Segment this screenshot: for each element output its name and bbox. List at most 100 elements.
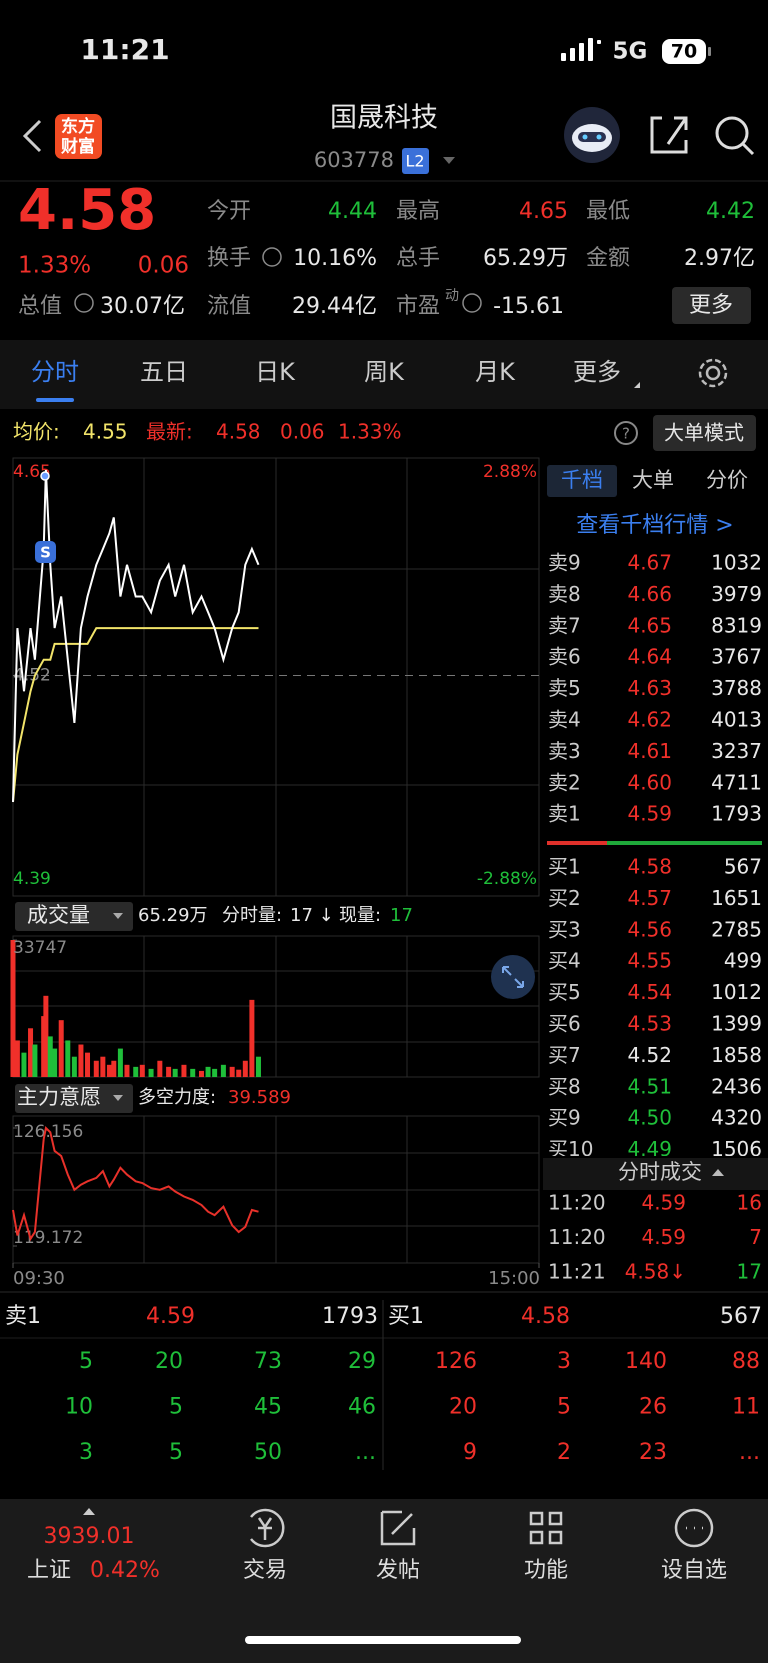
book-volume: 1793 — [711, 802, 762, 826]
volume-bar — [14, 1040, 20, 1077]
book-volume: 4320 — [711, 1106, 762, 1130]
book-volume: 3767 — [711, 645, 762, 669]
nav-icon[interactable] — [529, 1511, 563, 1545]
panel-cell: 126 — [435, 1349, 477, 1374]
book-price: 4.64 — [627, 645, 672, 669]
avg-label: 均价: — [13, 420, 60, 444]
panel-cell: ... — [739, 1440, 760, 1465]
panel-cell: 11 — [732, 1395, 760, 1420]
book-volume: 4013 — [711, 708, 762, 732]
volume-bar — [100, 1056, 106, 1077]
trade-price: 4.58↓ — [625, 1260, 686, 1284]
tab[interactable]: 分时 — [31, 358, 79, 386]
pct-label: -2.88% — [477, 869, 537, 889]
trade-volume: 7 — [749, 1225, 762, 1249]
book-tab[interactable]: 大单 — [632, 468, 674, 492]
volume-bar — [10, 940, 16, 1077]
settings-icon[interactable] — [698, 358, 728, 388]
field-label: 今开 — [207, 199, 251, 224]
mode-button[interactable] — [653, 415, 756, 451]
panel-cell: 26 — [639, 1395, 667, 1420]
more-button[interactable] — [672, 287, 751, 324]
volume-bar — [255, 1056, 261, 1077]
strength-label: 多空力度: — [138, 1087, 216, 1108]
tab[interactable]: 更多 — [573, 358, 621, 386]
volume-bar — [172, 1068, 178, 1077]
expand-icon — [502, 966, 524, 988]
volume-total: 65.29万 — [138, 905, 208, 926]
nav-label[interactable]: 功能 — [524, 1558, 568, 1583]
book-label: 卖9 — [548, 551, 581, 575]
book-price: 4.52 — [627, 1043, 672, 1067]
panel-cell: 3 — [79, 1440, 93, 1465]
field-label: 换手 — [207, 246, 251, 271]
field-label: 最低 — [586, 199, 630, 224]
info-icon — [262, 247, 282, 267]
nav-label[interactable]: 发帖 — [376, 1558, 420, 1583]
book-label: 卖6 — [548, 645, 581, 669]
logo[interactable] — [55, 114, 102, 159]
x-tick-label: 15:00 — [488, 1268, 540, 1289]
dropdown-arrow[interactable] — [443, 157, 455, 164]
nav-icon[interactable] — [380, 1510, 416, 1546]
change-pct: 1.33% — [18, 253, 91, 279]
home-indicator — [245, 1636, 521, 1644]
book-label: 买6 — [548, 1012, 581, 1036]
volume-bar — [71, 1056, 77, 1077]
volume-bar — [229, 1066, 235, 1077]
volume-bar — [85, 1052, 91, 1077]
volume-bar — [21, 1052, 27, 1077]
trades-header-bg — [543, 1158, 768, 1190]
field-value: 4.65 — [519, 199, 568, 224]
indicator-select — [15, 1084, 133, 1113]
book-tab[interactable]: 千档 — [561, 468, 603, 492]
help-icon[interactable] — [614, 421, 638, 445]
panel-cell: 3 — [557, 1349, 571, 1374]
volume-bar — [43, 995, 49, 1077]
trades-toggle[interactable] — [712, 1169, 724, 1176]
info-icon — [462, 293, 482, 313]
trade-price: 4.59 — [641, 1191, 686, 1215]
back-button[interactable] — [22, 119, 42, 153]
field-value: 4.44 — [328, 199, 377, 224]
index-arrow — [83, 1508, 95, 1515]
book-volume: 3788 — [711, 676, 762, 700]
book-price: 4.49 — [627, 1137, 672, 1161]
nav-label[interactable]: 交易 — [243, 1558, 287, 1583]
minute-value: 17 ↓ — [290, 905, 334, 926]
book-volume: 1399 — [711, 1012, 762, 1036]
book-bar-sell — [547, 841, 607, 845]
assistant-icon[interactable] — [564, 107, 620, 163]
expand-button[interactable] — [491, 955, 535, 999]
book-price: 4.59 — [627, 802, 672, 826]
nav-icon[interactable] — [674, 1508, 714, 1548]
book-price: 4.57 — [627, 886, 672, 910]
book-volume: 1651 — [711, 886, 762, 910]
tab[interactable]: 周K — [364, 358, 405, 386]
book-link[interactable]: 查看千档行情 > — [576, 513, 733, 538]
volume-bar — [93, 1060, 99, 1077]
book-tab-active — [547, 465, 617, 497]
tab[interactable]: 五日 — [140, 358, 188, 386]
share-icon[interactable] — [650, 116, 688, 154]
panel-cell: 20 — [155, 1349, 183, 1374]
book-tab[interactable]: 分价 — [706, 468, 748, 492]
trade-volume: 16 — [737, 1191, 762, 1215]
signal-marker-text: S — [40, 544, 51, 562]
field-label: 最高 — [396, 199, 440, 224]
nav-label[interactable]: 设自选 — [661, 1558, 727, 1583]
panel-cell: 5 — [557, 1395, 571, 1420]
book-volume: 1506 — [711, 1137, 762, 1161]
book-volume: 2785 — [711, 917, 762, 941]
battery-tip — [708, 47, 711, 56]
book-price: 4.56 — [627, 917, 672, 941]
tab[interactable]: 月K — [475, 358, 516, 386]
book-price: 4.62 — [627, 708, 672, 732]
tab[interactable]: 日K — [255, 358, 296, 386]
nav-icon[interactable] — [250, 1508, 285, 1548]
search-icon[interactable] — [715, 116, 755, 156]
last-pct: 1.33% — [338, 420, 402, 444]
book-volume: 8319 — [711, 613, 762, 637]
field-label: 流值 — [207, 294, 251, 319]
book-volume: 1858 — [711, 1043, 762, 1067]
